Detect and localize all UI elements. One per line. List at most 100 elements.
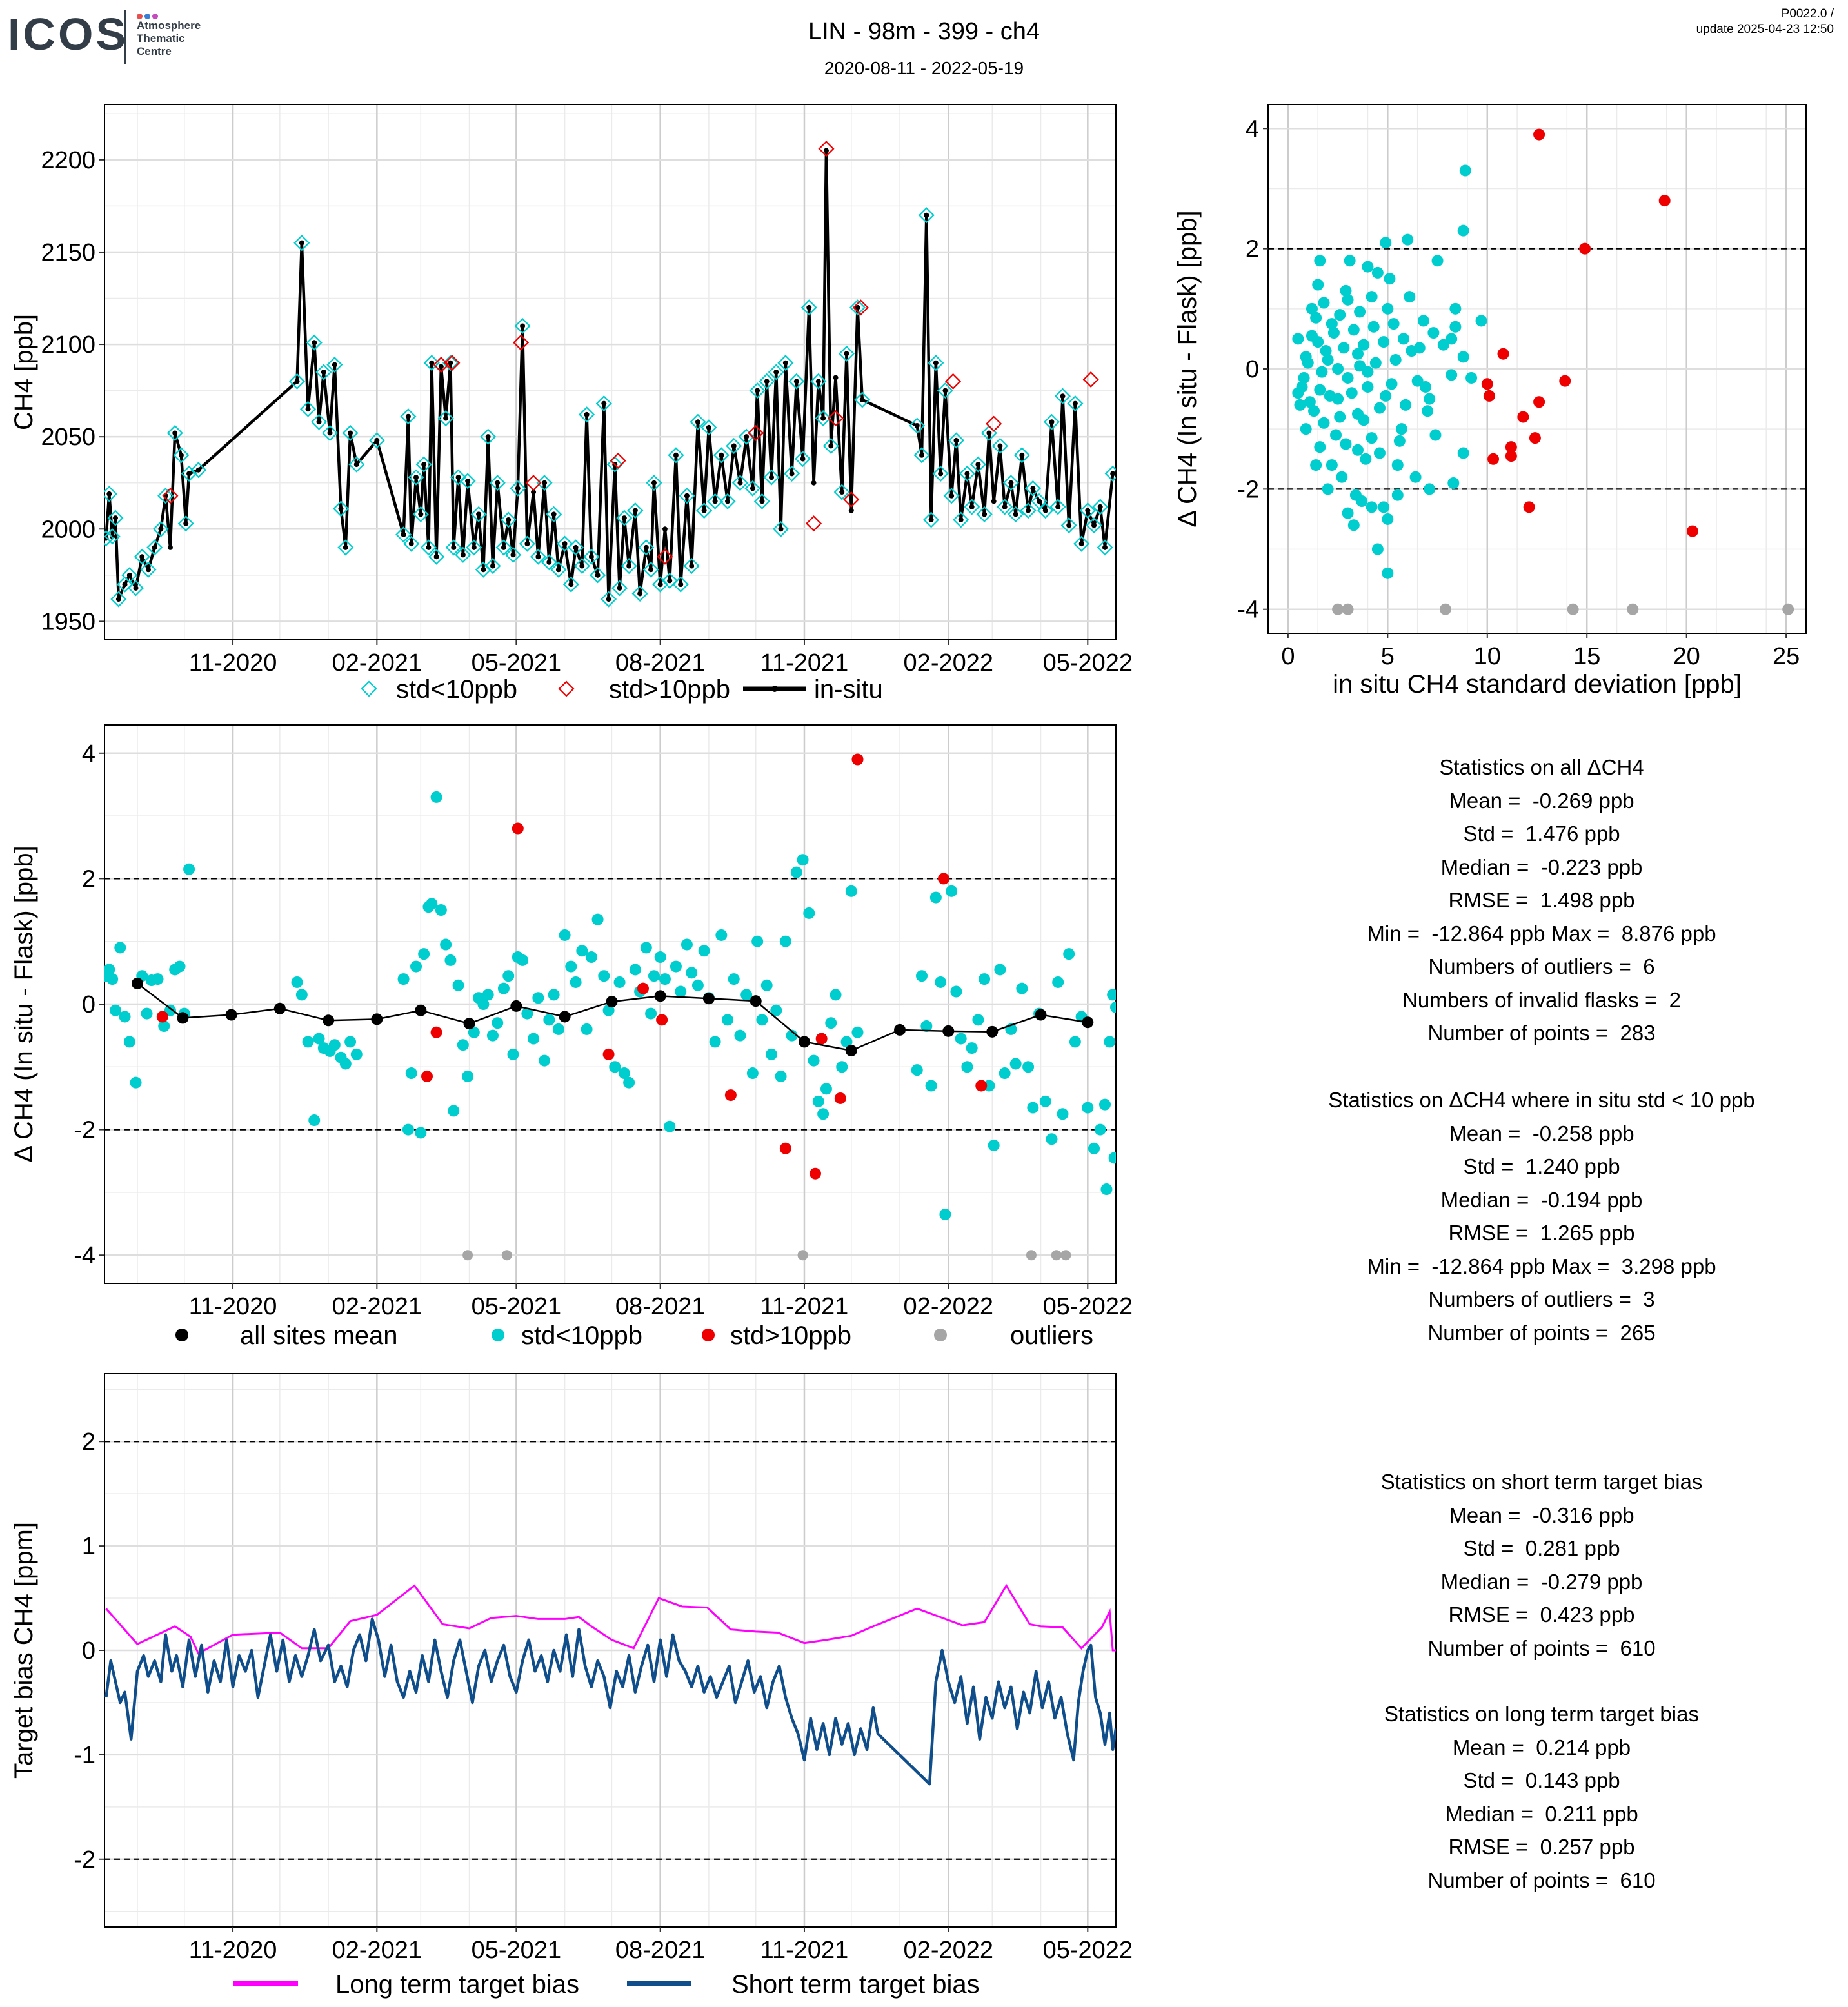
y-axis-label: Δ CH4 (In situ - Flask) [ppb] (10, 845, 38, 1162)
flask-std-lt10-marker (368, 432, 385, 449)
stats-line: Mean = -0.316 ppb (1449, 1503, 1634, 1527)
scatter-cyan-point (1446, 333, 1458, 345)
delta-cyan-point (468, 1026, 480, 1038)
flask-std-lt10-marker (500, 511, 517, 528)
legend-label: all sites mean (240, 1321, 398, 1350)
stats-line: Mean = -0.269 ppb (1449, 788, 1634, 813)
delta-cyan-point (440, 938, 452, 951)
delta-cyan-point (746, 1067, 759, 1080)
in-situ-point (429, 360, 435, 366)
delta-cyan-point (820, 1083, 832, 1095)
y-tick-label: 0 (82, 1637, 95, 1665)
delta-cyan-point (1052, 976, 1064, 988)
stats-long-term-bias: Statistics on long term target bias Mean… (1251, 1697, 1832, 1897)
flask-std-lt10-marker (107, 509, 124, 526)
long-term-bias-line (105, 1583, 1116, 1655)
in-situ-point (606, 597, 611, 602)
logo-sub-line: Thematic (137, 32, 185, 44)
flask-std-lt10-marker (1067, 395, 1084, 412)
in-situ-point (1002, 504, 1008, 509)
delta-cyan-point (164, 1004, 176, 1016)
in-situ-point (991, 499, 997, 504)
delta-cyan-point (402, 1123, 414, 1136)
flask-std-lt10-marker (442, 355, 459, 371)
flask-std-lt10-marker (470, 506, 487, 522)
delta-cyan-point (1094, 1123, 1106, 1136)
in-situ-point (520, 323, 526, 329)
scatter-red-point (1533, 396, 1545, 408)
in-situ-point (312, 340, 317, 346)
in-situ-point (485, 434, 491, 440)
in-situ-point (678, 582, 684, 588)
stats-line: RMSE = 0.257 ppb (1448, 1835, 1635, 1859)
flask-std-lt10-marker (738, 428, 755, 445)
delta-cyan-point (999, 1067, 1011, 1080)
legend-label: std>10ppb (730, 1321, 851, 1350)
in-situ-point (657, 582, 663, 588)
flask-std-lt10-marker (601, 591, 617, 608)
flask-std-lt10-marker (646, 475, 662, 491)
flask-std-lt10-marker (428, 548, 445, 565)
delta-cyan-point (836, 1061, 848, 1073)
flask-std-lt10-marker (800, 299, 817, 316)
stats-line: Min = -12.864 ppb Max = 3.298 ppb (1367, 1254, 1716, 1278)
scatter-cyan-point (1447, 477, 1460, 489)
scatter-cyan-point (1382, 302, 1394, 315)
in-situ-point (465, 478, 471, 484)
in-situ-point (844, 351, 849, 357)
x-tick-label: 05-2022 (1043, 1293, 1133, 1320)
delta-red-point (602, 1048, 615, 1060)
flask-std-lt10-marker (299, 400, 317, 417)
scatter-cyan-point (1298, 371, 1310, 384)
in-situ-point (1102, 544, 1108, 550)
flask-std-gt10-marker (827, 410, 844, 427)
scatter-cyan-point (1378, 501, 1390, 513)
delta-cyan-point (830, 989, 842, 1001)
delta-cyan-point (1039, 1095, 1051, 1107)
delta-cyan-point (812, 1095, 824, 1107)
flask-std-lt10-marker (810, 373, 827, 390)
scatter-cyan-point (1304, 396, 1316, 408)
flask-std-lt10-marker (104, 486, 117, 502)
y-tick-label: 2000 (41, 516, 95, 543)
delta-cyan-point (435, 904, 447, 916)
delta-cyan-point (1099, 1098, 1111, 1111)
scatter-cyan-point (1292, 333, 1304, 345)
in-situ-point (195, 467, 201, 473)
in-situ-point (421, 462, 427, 468)
delta-cyan-point (629, 964, 641, 976)
scatter-red-point (1497, 348, 1509, 360)
flask-std-lt10-marker (1060, 517, 1077, 534)
delta-cyan-point (457, 1039, 469, 1051)
scatter-cyan-point (1367, 321, 1380, 333)
delta-cyan-point (1063, 948, 1075, 960)
delta-cyan-point (648, 970, 660, 982)
in-situ-point (986, 430, 992, 436)
in-situ-point (294, 379, 300, 384)
stats-line: Mean = 0.214 ppb (1452, 1735, 1631, 1759)
delta-cyan-point (291, 976, 303, 988)
delta-cyan-point (528, 1033, 540, 1045)
in-situ-point (793, 379, 799, 384)
scatter-cyan-point (1342, 293, 1354, 306)
in-situ-point (764, 379, 770, 384)
flask-std-lt10-marker (642, 561, 659, 578)
in-situ-point (1008, 480, 1014, 486)
delta-cyan-point (532, 992, 544, 1004)
in-situ-point (811, 480, 817, 486)
scatter-cyan-point (1352, 444, 1364, 456)
delta-cyan-point (670, 960, 682, 973)
delta-cyan-point (972, 1014, 984, 1026)
x-tick-label: 10 (1474, 643, 1501, 670)
y-tick-label: 2150 (41, 239, 95, 266)
in-situ-point (299, 240, 304, 246)
flask-std-gt10-marker (525, 475, 542, 491)
delta-cyan-point (840, 1036, 853, 1048)
delta-red-point (637, 982, 649, 994)
y-tick-label: 2 (82, 1429, 95, 1456)
in-situ-point (632, 508, 638, 513)
stats-line: Numbers of outliers = 3 (1428, 1287, 1655, 1311)
logo-dot (144, 14, 150, 19)
delta-cyan-point (803, 907, 815, 919)
flask-std-lt10-marker (1024, 480, 1041, 497)
